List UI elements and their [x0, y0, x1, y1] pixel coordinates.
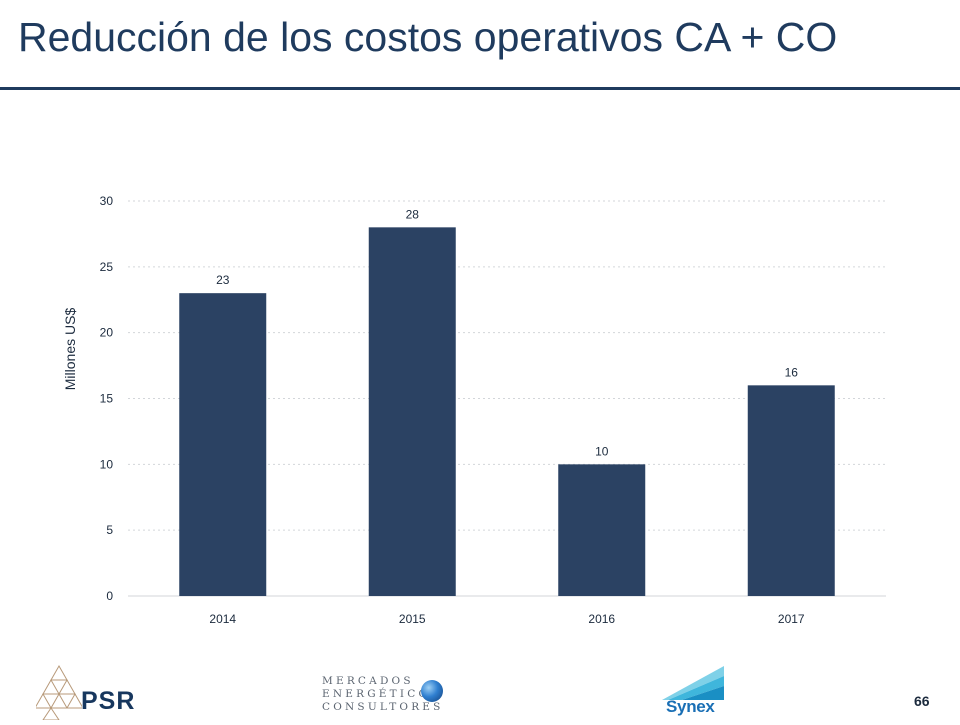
mercados-line-3: CONSULTORES — [322, 701, 444, 713]
y-axis-label: Millones US$ — [62, 308, 78, 391]
psr-triangles-icon — [34, 664, 84, 721]
x-tick-label: 2015 — [399, 612, 426, 626]
synex-stripes-icon — [662, 666, 724, 700]
bar-2016 — [558, 464, 646, 596]
psr-wordmark: PSR — [81, 687, 136, 715]
y-tick-label: 25 — [100, 260, 114, 274]
data-label: 16 — [785, 365, 799, 379]
bar-2017 — [747, 385, 835, 596]
page-number: 66 — [914, 693, 930, 709]
data-label: 28 — [406, 207, 420, 221]
x-tick-label: 2014 — [209, 612, 236, 626]
title-divider — [0, 87, 960, 90]
globe-icon — [421, 680, 443, 702]
x-tick-label: 2016 — [588, 612, 615, 626]
footer: PSR MERCADOS ENERGÉTICOS CONSULTORES Syn… — [0, 650, 960, 721]
y-tick-label: 15 — [100, 392, 114, 406]
y-tick-label: 10 — [100, 457, 114, 471]
mercados-line-1: MERCADOS — [322, 675, 414, 687]
synex-logo: Synex — [662, 666, 726, 720]
y-tick-label: 0 — [106, 589, 113, 603]
slide-title: Reducción de los costos operativos CA + … — [18, 14, 838, 60]
mercados-line-2: ENERGÉTICOS — [322, 688, 441, 700]
psr-logo: PSR — [34, 664, 146, 721]
y-tick-label: 5 — [106, 523, 113, 537]
data-label: 23 — [216, 273, 230, 287]
mercados-energeticos-logo: MERCADOS ENERGÉTICOS CONSULTORES — [322, 675, 452, 720]
x-tick-label: 2017 — [778, 612, 805, 626]
bar-2015 — [368, 227, 456, 597]
bar-chart: 0 5 10 15 20 25 30 23 2014 28 2015 10 2016 16 2017 Mill… — [62, 194, 886, 626]
y-tick-label: 20 — [100, 326, 114, 340]
y-tick-label: 30 — [100, 194, 114, 208]
bar-2014 — [179, 293, 267, 596]
data-label: 10 — [595, 444, 609, 458]
synex-wordmark: Synex — [666, 697, 715, 716]
